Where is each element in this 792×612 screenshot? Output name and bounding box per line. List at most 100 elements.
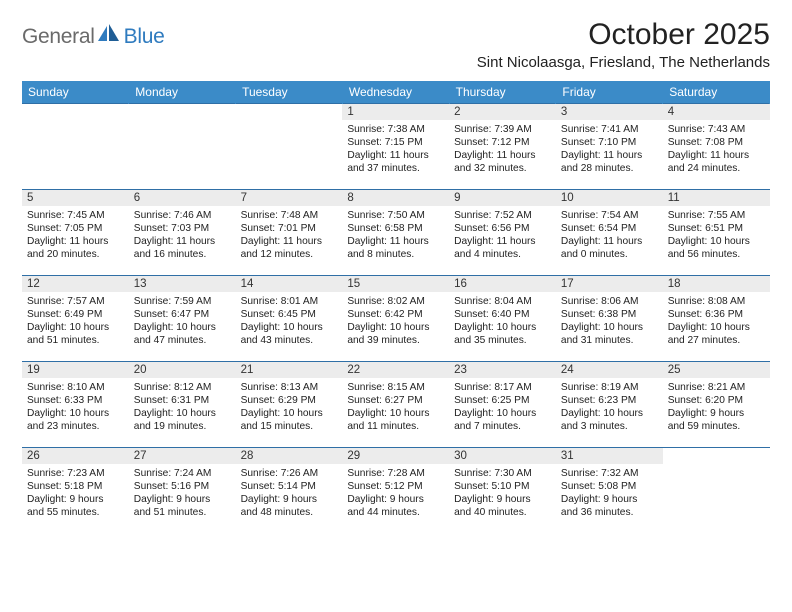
- calendar-week-row: 19Sunrise: 8:10 AMSunset: 6:33 PMDayligh…: [22, 362, 770, 448]
- page-header: General Blue October 2025 Sint Nicolaasg…: [22, 18, 770, 77]
- calendar-day-cell: 15Sunrise: 8:02 AMSunset: 6:42 PMDayligh…: [342, 276, 449, 362]
- day-number: 30: [449, 448, 556, 464]
- weekday-header: Monday: [129, 81, 236, 104]
- day-number: [663, 448, 770, 464]
- day-sun-info: Sunrise: 7:43 AMSunset: 7:08 PMDaylight:…: [663, 120, 770, 177]
- calendar-day-cell: 14Sunrise: 8:01 AMSunset: 6:45 PMDayligh…: [236, 276, 343, 362]
- day-sun-info: Sunrise: 7:32 AMSunset: 5:08 PMDaylight:…: [556, 464, 663, 521]
- day-number: 11: [663, 190, 770, 206]
- weekday-header: Tuesday: [236, 81, 343, 104]
- calendar-day-cell: 21Sunrise: 8:13 AMSunset: 6:29 PMDayligh…: [236, 362, 343, 448]
- calendar-day-cell: 31Sunrise: 7:32 AMSunset: 5:08 PMDayligh…: [556, 448, 663, 534]
- calendar-day-cell: [129, 104, 236, 190]
- day-number: 3: [556, 104, 663, 120]
- calendar-table: Sunday Monday Tuesday Wednesday Thursday…: [22, 81, 770, 534]
- weekday-header: Sunday: [22, 81, 129, 104]
- calendar-day-cell: 28Sunrise: 7:26 AMSunset: 5:14 PMDayligh…: [236, 448, 343, 534]
- calendar-week-row: 26Sunrise: 7:23 AMSunset: 5:18 PMDayligh…: [22, 448, 770, 534]
- day-number: 27: [129, 448, 236, 464]
- brand-word-2: Blue: [124, 25, 165, 49]
- calendar-week-row: 12Sunrise: 7:57 AMSunset: 6:49 PMDayligh…: [22, 276, 770, 362]
- calendar-week-row: 5Sunrise: 7:45 AMSunset: 7:05 PMDaylight…: [22, 190, 770, 276]
- day-sun-info: Sunrise: 8:15 AMSunset: 6:27 PMDaylight:…: [342, 378, 449, 435]
- calendar-day-cell: 17Sunrise: 8:06 AMSunset: 6:38 PMDayligh…: [556, 276, 663, 362]
- day-number: 26: [22, 448, 129, 464]
- calendar-page: General Blue October 2025 Sint Nicolaasg…: [0, 0, 792, 544]
- calendar-week-row: 1Sunrise: 7:38 AMSunset: 7:15 PMDaylight…: [22, 104, 770, 190]
- calendar-day-cell: 12Sunrise: 7:57 AMSunset: 6:49 PMDayligh…: [22, 276, 129, 362]
- day-number: 6: [129, 190, 236, 206]
- day-number: 7: [236, 190, 343, 206]
- day-sun-info: Sunrise: 8:21 AMSunset: 6:20 PMDaylight:…: [663, 378, 770, 435]
- day-sun-info: Sunrise: 7:30 AMSunset: 5:10 PMDaylight:…: [449, 464, 556, 521]
- weekday-header-row: Sunday Monday Tuesday Wednesday Thursday…: [22, 81, 770, 104]
- month-title: October 2025: [477, 18, 770, 52]
- calendar-day-cell: [663, 448, 770, 534]
- day-sun-info: Sunrise: 8:06 AMSunset: 6:38 PMDaylight:…: [556, 292, 663, 349]
- day-sun-info: Sunrise: 8:02 AMSunset: 6:42 PMDaylight:…: [342, 292, 449, 349]
- day-number: 16: [449, 276, 556, 292]
- day-number: 5: [22, 190, 129, 206]
- brand-word-1: General: [22, 25, 95, 49]
- sail-icon: [98, 24, 120, 49]
- calendar-day-cell: 29Sunrise: 7:28 AMSunset: 5:12 PMDayligh…: [342, 448, 449, 534]
- calendar-day-cell: 19Sunrise: 8:10 AMSunset: 6:33 PMDayligh…: [22, 362, 129, 448]
- calendar-day-cell: 10Sunrise: 7:54 AMSunset: 6:54 PMDayligh…: [556, 190, 663, 276]
- day-number: [22, 104, 129, 120]
- day-number: 10: [556, 190, 663, 206]
- day-number: 28: [236, 448, 343, 464]
- weekday-header: Wednesday: [342, 81, 449, 104]
- day-sun-info: Sunrise: 7:39 AMSunset: 7:12 PMDaylight:…: [449, 120, 556, 177]
- day-number: 31: [556, 448, 663, 464]
- day-number: 12: [22, 276, 129, 292]
- day-sun-info: Sunrise: 7:57 AMSunset: 6:49 PMDaylight:…: [22, 292, 129, 349]
- weekday-header: Friday: [556, 81, 663, 104]
- calendar-day-cell: 1Sunrise: 7:38 AMSunset: 7:15 PMDaylight…: [342, 104, 449, 190]
- day-sun-info: Sunrise: 7:55 AMSunset: 6:51 PMDaylight:…: [663, 206, 770, 263]
- calendar-day-cell: 5Sunrise: 7:45 AMSunset: 7:05 PMDaylight…: [22, 190, 129, 276]
- day-sun-info: Sunrise: 8:01 AMSunset: 6:45 PMDaylight:…: [236, 292, 343, 349]
- day-sun-info: Sunrise: 7:54 AMSunset: 6:54 PMDaylight:…: [556, 206, 663, 263]
- day-number: 4: [663, 104, 770, 120]
- day-number: 19: [22, 362, 129, 378]
- weekday-header: Thursday: [449, 81, 556, 104]
- day-number: 22: [342, 362, 449, 378]
- day-number: 13: [129, 276, 236, 292]
- day-sun-info: Sunrise: 8:19 AMSunset: 6:23 PMDaylight:…: [556, 378, 663, 435]
- calendar-day-cell: 27Sunrise: 7:24 AMSunset: 5:16 PMDayligh…: [129, 448, 236, 534]
- calendar-day-cell: 6Sunrise: 7:46 AMSunset: 7:03 PMDaylight…: [129, 190, 236, 276]
- day-sun-info: Sunrise: 8:04 AMSunset: 6:40 PMDaylight:…: [449, 292, 556, 349]
- day-number: 18: [663, 276, 770, 292]
- day-sun-info: Sunrise: 7:28 AMSunset: 5:12 PMDaylight:…: [342, 464, 449, 521]
- day-sun-info: Sunrise: 8:13 AMSunset: 6:29 PMDaylight:…: [236, 378, 343, 435]
- day-number: 21: [236, 362, 343, 378]
- day-number: 20: [129, 362, 236, 378]
- day-number: [129, 104, 236, 120]
- day-number: 24: [556, 362, 663, 378]
- calendar-day-cell: 22Sunrise: 8:15 AMSunset: 6:27 PMDayligh…: [342, 362, 449, 448]
- day-sun-info: Sunrise: 7:38 AMSunset: 7:15 PMDaylight:…: [342, 120, 449, 177]
- calendar-day-cell: 25Sunrise: 8:21 AMSunset: 6:20 PMDayligh…: [663, 362, 770, 448]
- calendar-day-cell: 4Sunrise: 7:43 AMSunset: 7:08 PMDaylight…: [663, 104, 770, 190]
- calendar-day-cell: [236, 104, 343, 190]
- day-sun-info: Sunrise: 7:59 AMSunset: 6:47 PMDaylight:…: [129, 292, 236, 349]
- day-number: 23: [449, 362, 556, 378]
- calendar-day-cell: 3Sunrise: 7:41 AMSunset: 7:10 PMDaylight…: [556, 104, 663, 190]
- day-sun-info: Sunrise: 7:45 AMSunset: 7:05 PMDaylight:…: [22, 206, 129, 263]
- day-number: 15: [342, 276, 449, 292]
- calendar-day-cell: 24Sunrise: 8:19 AMSunset: 6:23 PMDayligh…: [556, 362, 663, 448]
- day-number: [236, 104, 343, 120]
- calendar-day-cell: 20Sunrise: 8:12 AMSunset: 6:31 PMDayligh…: [129, 362, 236, 448]
- day-sun-info: Sunrise: 7:23 AMSunset: 5:18 PMDaylight:…: [22, 464, 129, 521]
- day-number: 14: [236, 276, 343, 292]
- day-sun-info: Sunrise: 7:26 AMSunset: 5:14 PMDaylight:…: [236, 464, 343, 521]
- day-number: 25: [663, 362, 770, 378]
- calendar-day-cell: [22, 104, 129, 190]
- day-sun-info: Sunrise: 8:08 AMSunset: 6:36 PMDaylight:…: [663, 292, 770, 349]
- calendar-day-cell: 18Sunrise: 8:08 AMSunset: 6:36 PMDayligh…: [663, 276, 770, 362]
- calendar-day-cell: 16Sunrise: 8:04 AMSunset: 6:40 PMDayligh…: [449, 276, 556, 362]
- weekday-header: Saturday: [663, 81, 770, 104]
- location-subtitle: Sint Nicolaasga, Friesland, The Netherla…: [477, 54, 770, 71]
- day-sun-info: Sunrise: 8:10 AMSunset: 6:33 PMDaylight:…: [22, 378, 129, 435]
- calendar-day-cell: 13Sunrise: 7:59 AMSunset: 6:47 PMDayligh…: [129, 276, 236, 362]
